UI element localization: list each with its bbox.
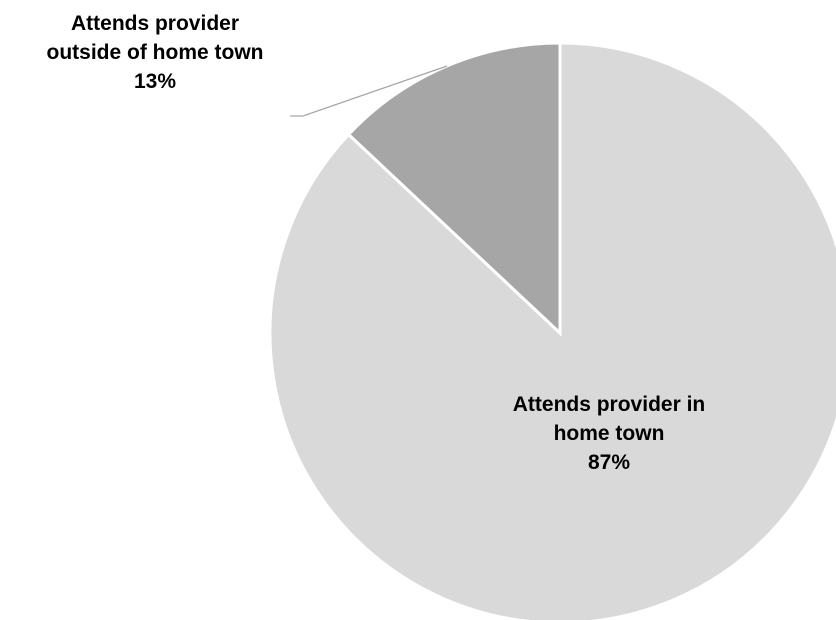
data-labels: Attends provider in home town 87%Attends p… bbox=[47, 12, 706, 474]
data-label-line: home town bbox=[554, 422, 665, 445]
leader-line-outside-home-town bbox=[290, 65, 448, 117]
data-label-line: outside of home town bbox=[47, 41, 264, 64]
pie-slices bbox=[268, 41, 836, 620]
slice-home-town bbox=[268, 41, 836, 620]
data-label-value: 87% bbox=[588, 451, 630, 474]
data-label-line: Attends provider in bbox=[513, 393, 706, 416]
data-label-home-town: Attends provider in home town 87% bbox=[513, 393, 706, 474]
data-label-line: Attends provider bbox=[71, 12, 239, 35]
data-label-value: 13% bbox=[134, 70, 176, 93]
data-label-outside-home-town: Attends provider outside of home town 13% bbox=[47, 12, 264, 93]
